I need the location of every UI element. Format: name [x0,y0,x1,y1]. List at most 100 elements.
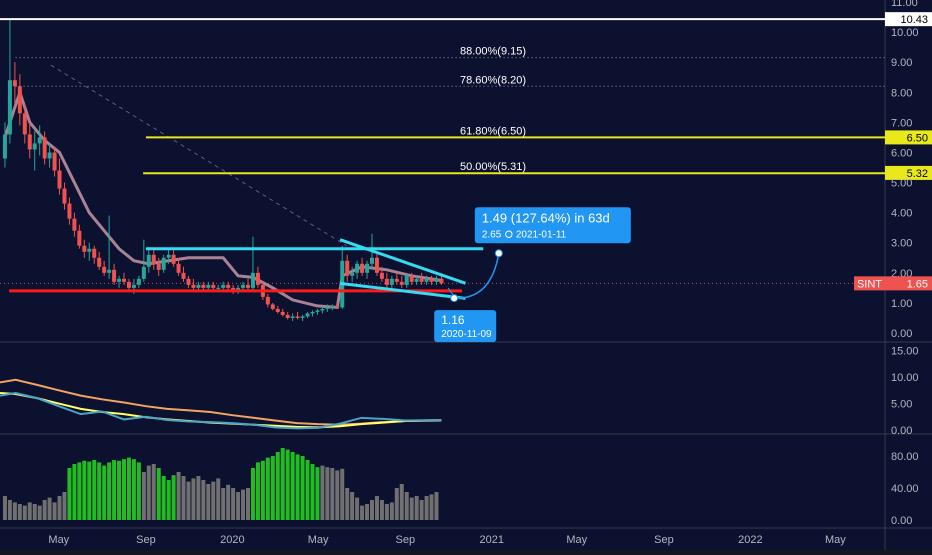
candle-body [136,278,141,285]
histogram-bar [107,462,112,520]
fib-level-label: 61.80%(6.50) [460,125,526,137]
price-axis-tick: 9.00 [891,57,912,69]
candle-body [290,316,295,318]
price-axis-tick: 3.00 [891,238,912,250]
time-axis-tick: Sep [396,534,416,546]
candle-body [67,203,72,219]
candle-body [300,316,305,318]
candle-body [369,257,374,264]
histogram-bar [186,481,191,520]
histogram-bar [260,460,265,520]
price-axis-tick: 10.00 [891,27,919,39]
histogram-bar [77,462,82,520]
histogram-bar [409,497,414,520]
last-price-label: 1.65 [907,278,928,290]
projection-end-date: 2021-01-11 [516,229,567,240]
histogram-bar [57,496,62,520]
histogram-bar [206,484,211,520]
indicator-axis-tick: 15.00 [891,346,919,358]
histogram-bar [310,464,315,520]
candle-body [409,275,414,282]
candle-body [186,278,191,285]
candle-body [394,278,399,282]
histogram-bar [345,488,350,520]
candle-body [315,310,320,312]
candle-body [379,272,384,279]
candle-body [374,257,379,273]
candle-body [112,269,117,282]
histogram-bar [265,457,270,520]
candle-body [151,254,156,264]
histogram-bar [52,502,57,520]
candle-body [77,230,82,246]
histogram-bar [27,502,32,520]
histogram-bar [72,464,77,520]
candle-body [72,218,77,231]
histogram-bar [151,464,156,520]
candle-body [419,278,424,282]
histogram-bar [300,456,305,520]
candle-body [345,260,350,276]
price-axis-tick: 1.00 [891,298,912,310]
histogram-bar [211,481,216,520]
candle-body [211,284,216,288]
candle-body [161,257,166,270]
candle-body [206,284,211,288]
candle-body [245,284,250,288]
candle-body [141,266,146,279]
histogram-bar [226,484,231,520]
projection-start-date: 2020-11-09 [441,329,492,340]
histogram-bar [141,472,146,520]
candle-body [270,304,275,309]
candle-body [226,284,231,288]
price-badge-label: 6.50 [907,132,928,144]
candle-body [42,137,47,159]
histogram-bar [117,460,122,520]
time-axis-tick: 2021 [480,534,504,546]
candle-body [92,248,97,258]
time-axis-tick: Sep [654,534,674,546]
candle-body [32,143,37,150]
projection-end-box [474,207,631,244]
time-axis-tick: 2020 [220,534,244,546]
candle-body [12,80,17,87]
candle-body [102,266,107,273]
price-axis-tick: 5.00 [891,178,912,190]
histogram-bar [32,504,37,520]
histogram-bar [389,502,394,520]
histogram-bar [280,448,285,520]
candle-body [191,284,196,288]
candle-body [216,287,221,289]
histogram-bar [255,462,260,520]
candle-body [201,284,206,288]
histogram-bar [355,497,360,520]
candle-body [285,314,290,318]
candle-body [97,257,102,267]
histogram-bar [231,488,236,520]
candle-body [27,134,32,150]
candle-body [52,152,57,171]
candle-body [37,137,42,144]
time-axis-tick: May [48,534,69,546]
candle-body [429,278,434,282]
histogram-bar [330,468,335,520]
histogram-bar [201,480,206,520]
price-badge [885,130,932,145]
fib-level-label: 50.00%(5.31) [460,161,526,173]
time-axis-tick: 2022 [738,534,762,546]
histogram-bar [424,496,429,520]
candle-body [350,272,355,276]
projection-start-box [434,310,497,343]
price-axis-tick: 4.00 [891,208,912,220]
candle-body [305,313,310,317]
price-axis-tick: 7.00 [891,117,912,129]
candle-body [181,272,186,279]
histogram-bar [161,476,166,520]
candle-body [434,278,439,282]
candle-body [424,278,429,282]
indicator-axis-tick: 0.00 [891,425,912,437]
candle-body [389,278,394,285]
candle-body [82,245,87,252]
histogram-bar [379,500,384,520]
